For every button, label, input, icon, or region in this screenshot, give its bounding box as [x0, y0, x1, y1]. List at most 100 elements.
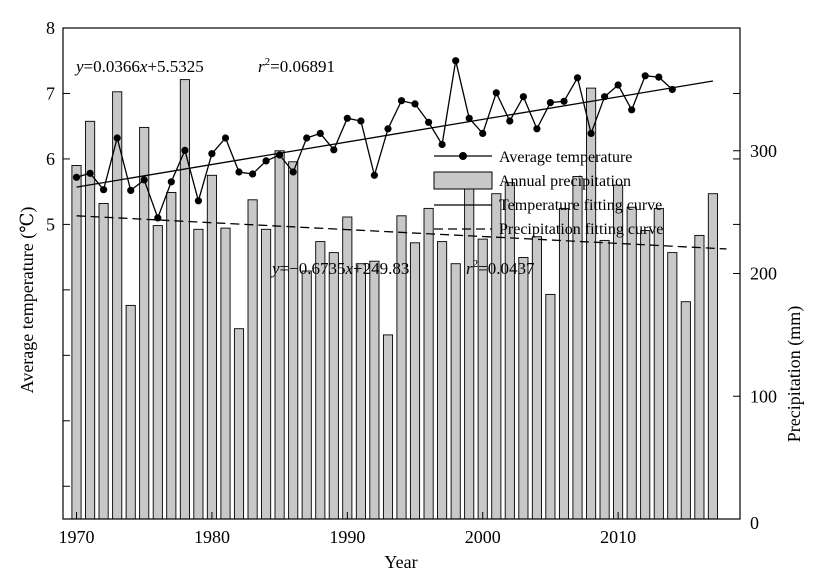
temp-point-2006	[560, 97, 568, 105]
y-right-tick-label-300: 300	[750, 141, 777, 161]
precip-bar-1988	[315, 241, 326, 520]
precip-bar-1993	[382, 334, 394, 520]
precipitation-equation: y=−0.6735x+249.83 r2=0.0437	[270, 258, 535, 278]
precip-bar-2015	[680, 301, 691, 520]
svg-text:r2=0.0437: r2=0.0437	[466, 258, 535, 278]
temp-point-1979	[194, 197, 202, 205]
precip-bar-1995	[409, 242, 421, 520]
temp-point-1998	[452, 57, 460, 65]
temperature-equation: y=0.0366x+5.5325 r2=0.06891	[74, 56, 335, 76]
precip-bar-1979	[193, 228, 204, 520]
temp-point-1995	[411, 100, 419, 108]
precip-bar-1983	[247, 199, 258, 520]
temp-point-1978	[181, 146, 189, 154]
x-tick-label-1970: 1970	[59, 527, 95, 547]
precip-bar-2006	[558, 207, 570, 520]
temp-point-1981	[221, 134, 230, 142]
y-left-tick-label-7: 7	[46, 83, 55, 103]
svg-text:Annual precipitation: Annual precipitation	[499, 173, 631, 190]
precip-bar-1974	[125, 304, 136, 520]
temperature-fit-line	[76, 80, 714, 188]
svg-text:Average temperature: Average temperature	[499, 149, 632, 166]
precip-bar-1981	[220, 227, 231, 520]
temp-point-2005	[546, 99, 555, 107]
temp-point-2007	[573, 74, 582, 82]
temp-point-1986	[289, 168, 297, 176]
precip-bar-1992	[369, 260, 380, 520]
y-right-tick-label-0: 0	[750, 513, 759, 533]
precip-bar-1987	[301, 270, 312, 520]
temperature-line	[76, 60, 673, 220]
precip-bar-2000	[477, 238, 488, 520]
temp-point-2010	[614, 81, 622, 89]
precip-bar-1997	[437, 241, 448, 520]
temp-point-2003	[519, 93, 528, 101]
precip-bar-2012	[640, 230, 651, 520]
svg-text:r2=0.06891: r2=0.06891	[258, 56, 335, 76]
precip-bar-2005	[545, 293, 556, 520]
temp-point-2013	[655, 73, 663, 81]
temp-point-1997	[438, 140, 446, 149]
precip-bar-2017	[707, 193, 718, 520]
legend: Average temperature Annual precipitation…	[433, 149, 663, 238]
precip-bar-1971	[85, 120, 96, 520]
precip-bar-2011	[626, 206, 637, 520]
temp-point-1994	[397, 97, 406, 105]
temp-point-1980	[208, 150, 216, 158]
legend-entry-average-temperature: Average temperature	[434, 149, 632, 166]
temp-point-1974	[127, 186, 135, 194]
temp-point-1977	[167, 178, 175, 186]
temp-point-2009	[601, 93, 609, 101]
precip-bar-1972	[98, 203, 109, 520]
temp-point-1976	[154, 214, 162, 222]
y-left-tick-label-6: 6	[46, 149, 55, 169]
temp-point-1971	[86, 169, 94, 177]
temp-point-2000	[479, 129, 487, 137]
precip-bar-1996	[423, 207, 434, 520]
temp-point-2012	[641, 72, 649, 80]
precip-bar-1980	[206, 174, 217, 520]
precip-bar-1984	[261, 228, 272, 520]
svg-text:y=−0.6735x+249.83: y=−0.6735x+249.83	[270, 259, 409, 278]
temp-point-1975	[140, 176, 148, 184]
y-right-tick-label-100: 100	[750, 386, 777, 406]
precip-bar-2016	[694, 234, 705, 520]
precip-bar-1985	[274, 150, 285, 520]
temp-point-1982	[235, 168, 243, 176]
temp-point-2011	[628, 106, 636, 114]
temp-point-2014	[668, 85, 676, 94]
temp-point-1973	[113, 134, 121, 142]
legend-entry-temperature-fit: Temperature fitting curve	[434, 197, 662, 214]
precip-bar-1998	[450, 263, 461, 520]
precip-bar-2009	[599, 239, 610, 520]
y-left-tick-label-8: 8	[46, 18, 55, 38]
y-right-axis-label: Precipitation (mm)	[784, 306, 805, 442]
temp-point-1989	[330, 146, 338, 154]
svg-text:y=0.0366x+5.5325: y=0.0366x+5.5325	[74, 57, 204, 76]
precip-bar-2001	[491, 193, 502, 520]
y-right-tick-label-200: 200	[750, 264, 777, 284]
legend-entry-annual-precipitation: Annual precipitation	[433, 171, 631, 190]
precip-bar-1975	[139, 126, 150, 520]
temp-point-1993	[384, 125, 392, 133]
temp-point-1990	[343, 114, 351, 122]
temp-point-1991	[357, 117, 365, 125]
temperature-series	[72, 57, 676, 222]
temp-point-2008	[587, 129, 595, 137]
temp-point-1996	[425, 118, 433, 126]
axis-ticks: 1970 1980 1990 2000 2010 5 6 7 8 0 100 200 300	[46, 18, 777, 547]
svg-text:Precipitation fitting curve: Precipitation fitting curve	[499, 221, 663, 238]
temp-point-1999	[465, 114, 473, 122]
x-tick-label-1990: 1990	[329, 527, 365, 547]
precip-bar-1991	[355, 263, 366, 520]
temp-point-1992	[370, 171, 378, 179]
temp-point-2002	[506, 117, 514, 125]
precip-bar-1973	[112, 91, 123, 520]
temp-point-1983	[249, 170, 257, 178]
temp-point-1988	[316, 129, 324, 137]
x-tick-label-1980: 1980	[194, 527, 230, 547]
y-left-axis-label: Average temperature (℃)	[17, 207, 38, 394]
temp-point-1970	[72, 173, 81, 181]
precip-bar-1977	[166, 192, 177, 520]
temp-point-2004	[533, 125, 541, 133]
